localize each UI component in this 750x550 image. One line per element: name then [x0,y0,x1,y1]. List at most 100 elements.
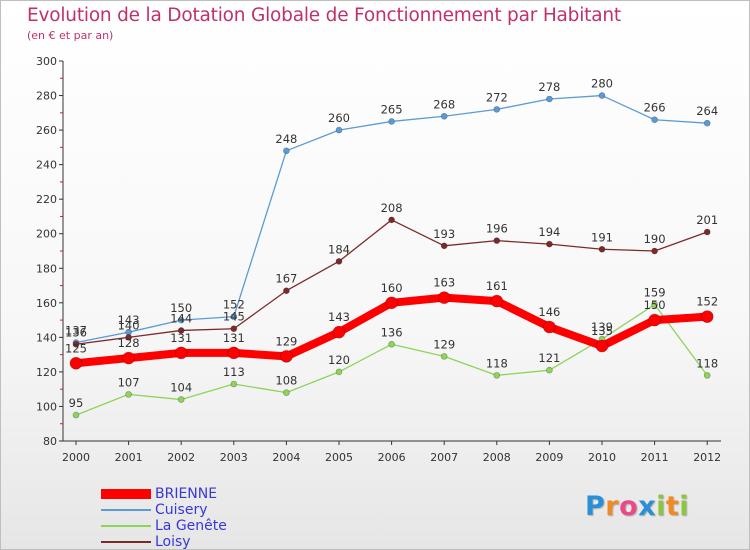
data-point-brienne [700,310,714,323]
x-tick-label: 2011 [641,451,669,464]
data-label-loisy: 208 [381,201,403,215]
legend-item-loisy: Loisy [101,534,227,550]
data-label-loisy: 193 [433,227,455,241]
y-tick-label: 140 [36,331,57,344]
data-label-la-gen-te: 159 [644,286,666,300]
data-label-cuisery: 272 [486,90,508,104]
data-point-brienne [227,346,241,360]
data-label-la-gen-te: 118 [486,356,508,370]
data-point-brienne [595,339,609,353]
data-point-la-gen-te [177,396,185,403]
legend-swatch-brienne [101,489,151,499]
legend-item-la-genete: La Genête [101,518,227,534]
data-label-cuisery: 248 [275,132,297,146]
data-point-la-gen-te [703,372,711,379]
data-label-la-gen-te: 118 [696,356,718,370]
data-label-loisy: 184 [328,242,350,256]
data-label-brienne: 131 [223,331,245,345]
logo-letter: r [605,491,620,522]
data-point-cuisery [230,313,238,320]
data-label-la-gen-te: 107 [118,375,140,389]
chart-subtitle: (en € et par an) [27,29,114,42]
data-point-cuisery [703,119,711,127]
data-point-la-gen-te [335,368,343,376]
x-tick-label: 2012 [693,451,721,464]
logo-letter: i [679,491,690,522]
data-label-cuisery: 280 [591,77,613,91]
proxiti-logo: Proxiti [585,491,689,522]
data-label-cuisery: 260 [328,111,350,125]
data-point-la-gen-te [72,411,80,419]
x-tick-label: 2000 [62,451,90,464]
data-point-cuisery [388,118,395,125]
legend-swatch-cuisery [101,509,151,511]
data-point-cuisery [493,106,501,113]
data-label-cuisery: 150 [170,301,192,315]
data-point-brienne [122,351,135,365]
data-point-brienne [385,296,398,310]
data-point-loisy [125,334,132,341]
data-label-loisy: 196 [486,222,508,236]
data-label-cuisery: 152 [223,298,245,312]
data-label-brienne: 131 [170,331,192,345]
y-tick-label: 260 [36,124,57,137]
data-point-brienne [280,350,293,363]
data-label-la-gen-te: 108 [275,374,297,388]
logo-letter: t [665,491,680,522]
data-label-la-gen-te: 121 [538,351,560,365]
data-point-cuisery [651,116,658,124]
x-tick-label: 2007 [430,451,458,464]
y-tick-label: 120 [36,366,57,379]
data-label-cuisery: 278 [538,80,560,94]
data-label-brienne: 161 [486,279,508,293]
data-label-cuisery: 265 [381,102,403,116]
legend-label-loisy: Loisy [155,534,191,550]
legend-label-la-genete: La Genête [155,518,227,534]
data-label-la-gen-te: 95 [69,396,84,410]
chart-title: Evolution de la Dotation Globale de Fonc… [27,5,621,26]
data-label-brienne: 163 [433,276,455,290]
data-point-loisy [388,216,395,224]
y-tick-label: 200 [36,228,57,241]
data-point-loisy [177,327,185,334]
data-label-brienne: 150 [644,298,666,312]
data-label-cuisery: 137 [65,324,87,338]
data-label-brienne: 135 [591,324,613,338]
x-tick-label: 2001 [115,451,143,464]
data-point-cuisery [598,92,606,99]
x-tick-label: 2009 [535,451,563,464]
legend-label-cuisery: Cuisery [155,502,208,518]
data-label-cuisery: 268 [433,97,455,111]
x-tick-label: 2003 [220,451,248,464]
data-label-la-gen-te: 136 [381,325,403,339]
data-label-loisy: 167 [275,272,297,286]
data-label-cuisery: 264 [696,104,718,118]
data-label-la-gen-te: 139 [591,320,613,334]
data-label-cuisery: 266 [644,101,666,115]
data-point-loisy [598,245,606,253]
data-point-la-gen-te [125,391,132,398]
data-label-loisy: 144 [170,311,192,325]
x-tick-label: 2002 [167,451,195,464]
data-point-la-gen-te [651,301,658,308]
data-label-loisy: 136 [65,325,87,339]
data-point-loisy [440,242,448,250]
legend-swatch-la-genete [101,525,151,527]
data-label-loisy: 145 [223,310,245,324]
data-label-la-gen-te: 129 [433,337,455,351]
logo-letter: o [619,491,639,522]
x-tick-label: 2004 [272,451,300,464]
data-point-loisy [230,325,238,333]
data-label-loisy: 190 [644,232,666,246]
data-point-brienne [543,320,556,334]
data-label-loisy: 194 [538,225,560,239]
y-tick-label: 300 [36,55,57,68]
logo-letter: x [638,491,657,522]
data-point-cuisery [283,147,290,155]
data-point-loisy [283,287,290,295]
data-point-loisy [493,237,501,244]
legend: BRIENNE Cuisery La Genête Loisy [101,486,227,550]
legend-swatch-loisy [101,541,151,543]
y-tick-label: 280 [36,90,57,103]
